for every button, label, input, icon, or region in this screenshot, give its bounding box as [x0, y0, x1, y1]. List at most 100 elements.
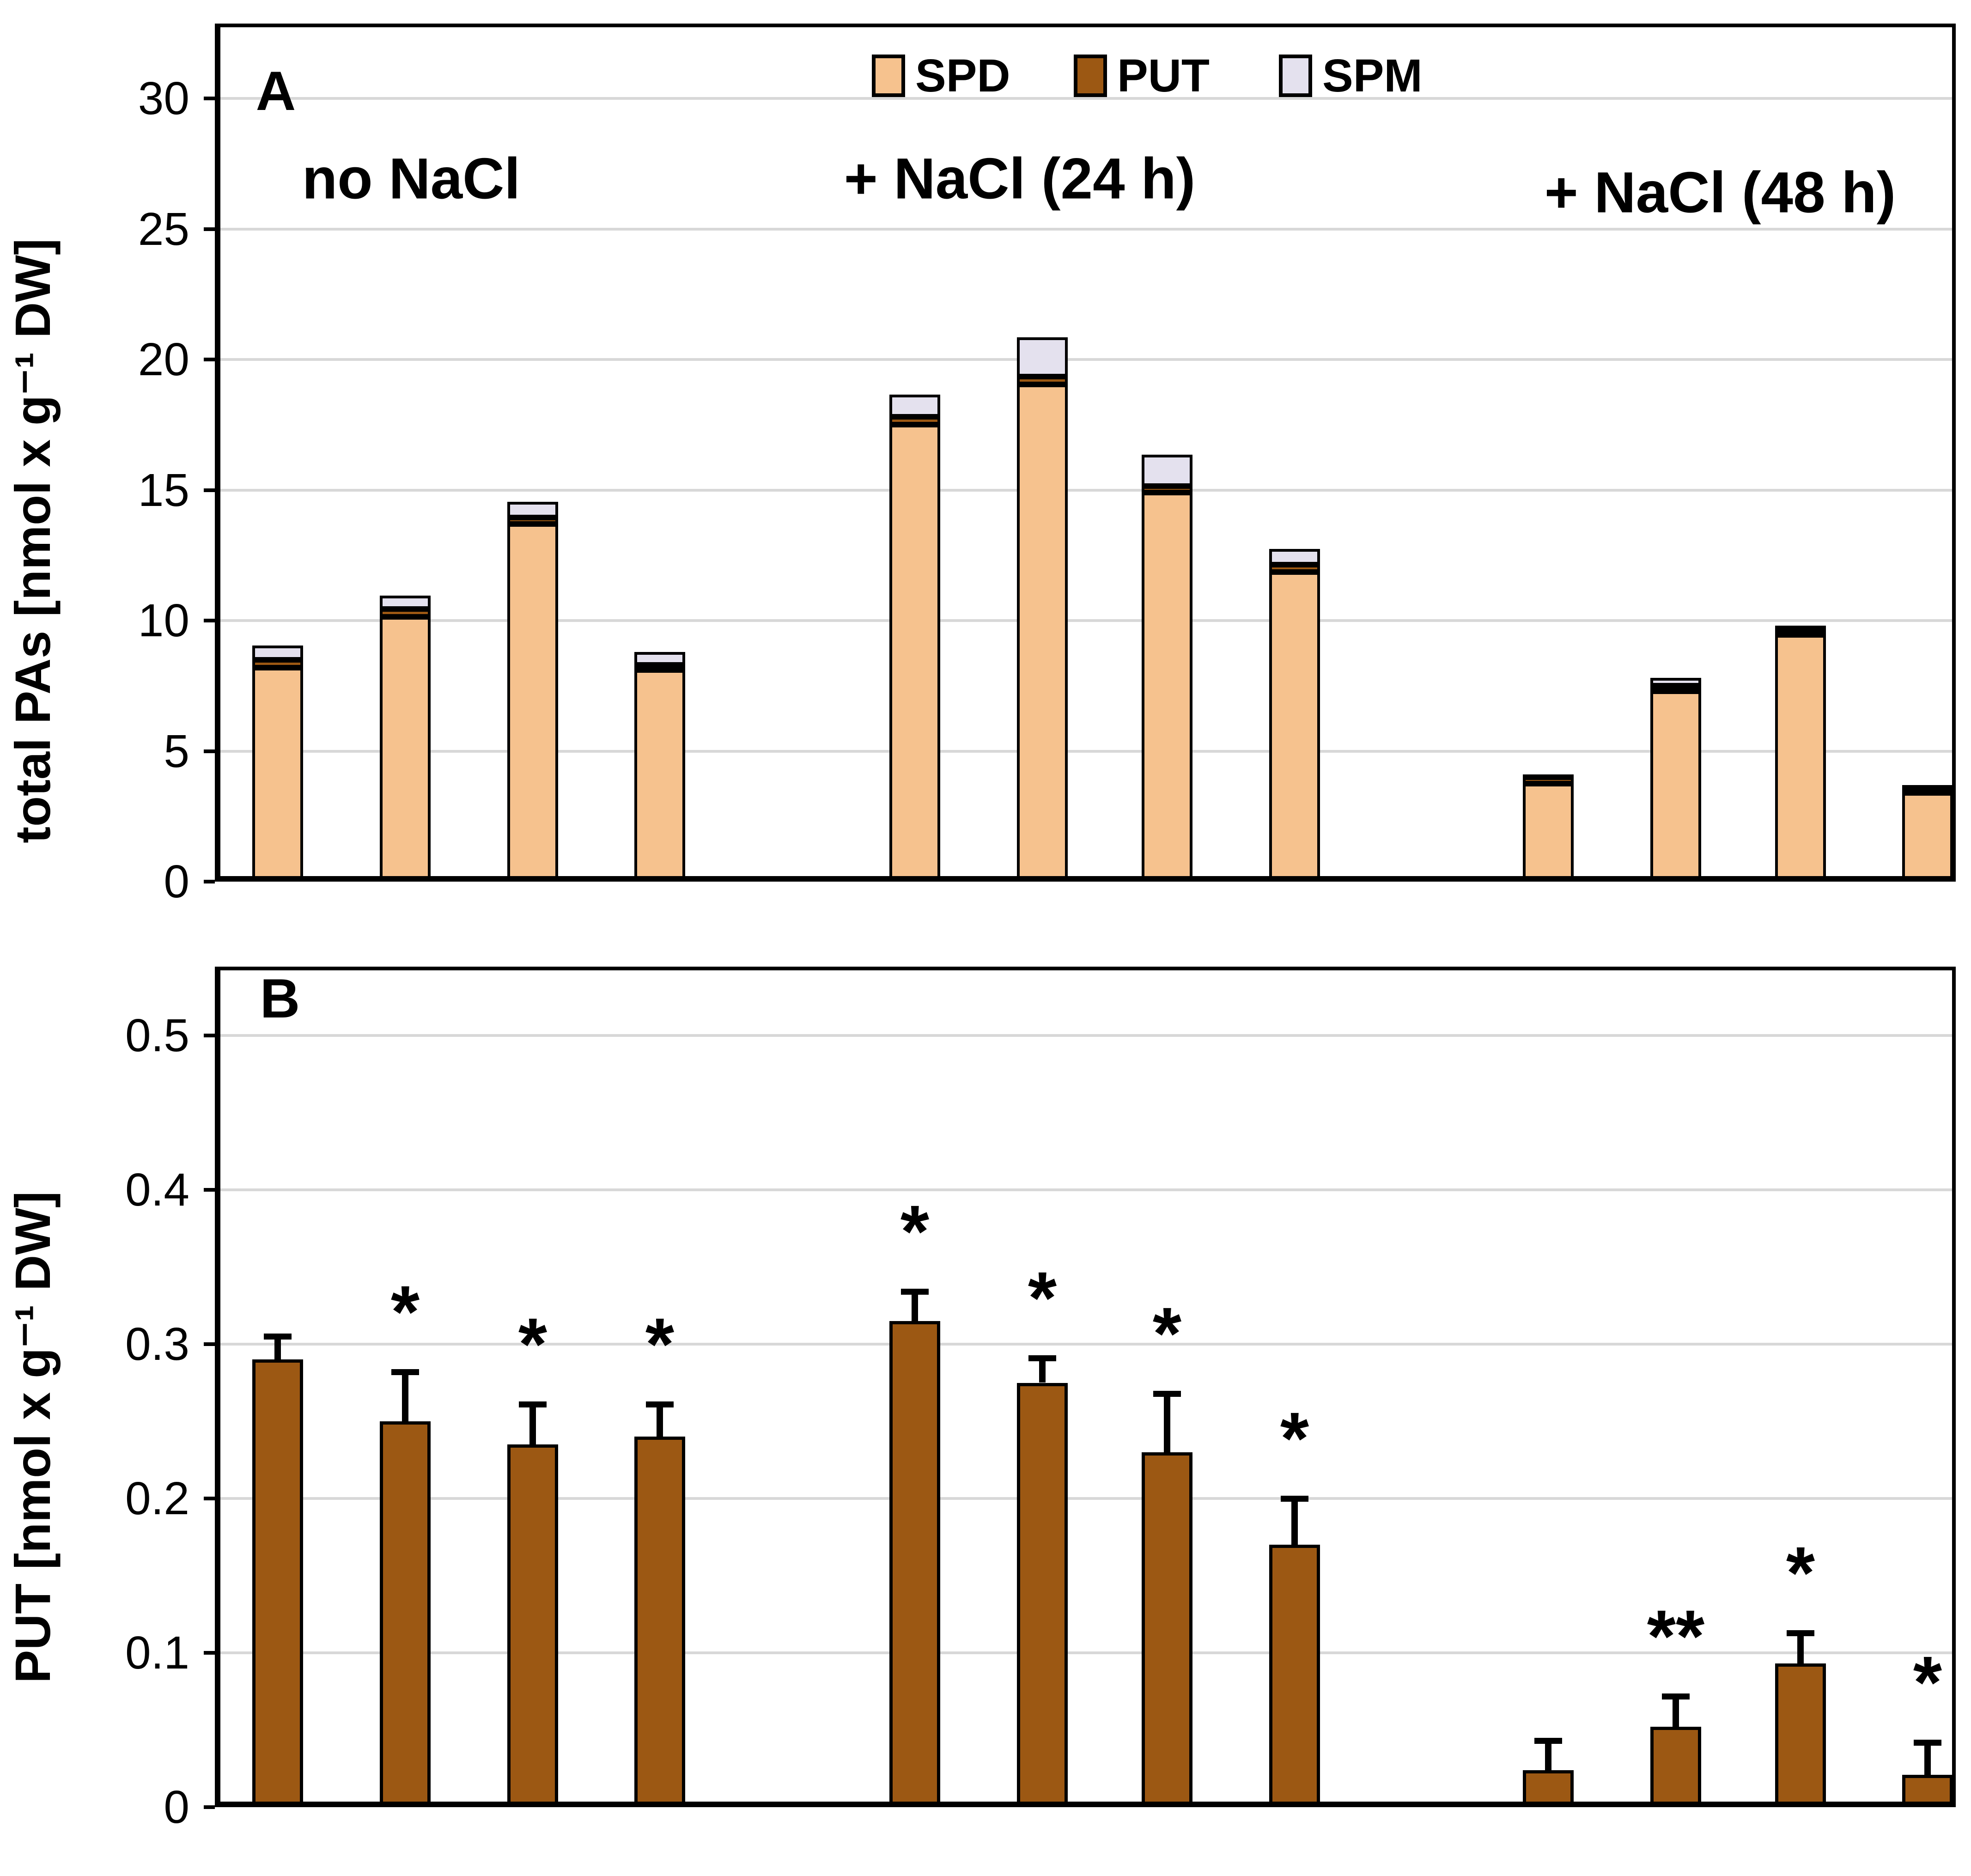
bar-segment-spm: [1142, 455, 1192, 487]
group-label-nacl-24h: + NaCl (24 h): [844, 146, 1196, 211]
gridline: [215, 1343, 1956, 1346]
legend-item-spd: SPD: [872, 53, 1010, 99]
bar-segment-put: [1269, 564, 1320, 573]
bar-segment-spd: [1142, 493, 1192, 882]
legend-label-spm: SPM: [1322, 50, 1423, 102]
bar-segment-spd: [1650, 691, 1701, 882]
bar-segment-spm: [889, 395, 940, 417]
bar-segment-put: [1650, 686, 1701, 692]
group-label-no-nacl: no NaCl: [302, 146, 521, 211]
error-bar-cap: [1281, 1496, 1308, 1502]
bar-put: [1142, 1452, 1192, 1807]
error-bar-stem: [1039, 1358, 1046, 1383]
error-bar-stem: [1924, 1742, 1931, 1775]
y-axis-tick-label: 5: [164, 725, 189, 777]
bar-put: [380, 1421, 431, 1807]
error-bar-stem: [529, 1404, 536, 1445]
error-bar-stem: [1545, 1741, 1551, 1770]
bar-segment-spm: [252, 645, 303, 660]
bar-segment-spm: [1523, 774, 1574, 780]
y-axis-tick-label: 10: [138, 595, 189, 646]
y-axis-tick-label: 25: [138, 203, 189, 255]
bar-segment-spd: [1017, 384, 1068, 882]
gridline: [215, 488, 1956, 492]
error-bar-stem: [657, 1404, 663, 1437]
figure: total PAs [nmol x g⁻¹ DW] 0 5 10 15 20 25 30 A…: [4, 24, 1956, 1833]
legend-swatch-spd-icon: [872, 55, 905, 97]
error-bar-cap: [1028, 1355, 1056, 1362]
y-axis-tick: [204, 227, 215, 231]
y-axis-tick-label: 0: [164, 856, 189, 908]
y-axis-tick: [204, 619, 215, 622]
bar-put: [1902, 1774, 1953, 1807]
error-bar-stem: [274, 1336, 281, 1360]
bar-segment-spm: [1775, 626, 1826, 632]
y-axis-tick: [204, 1188, 215, 1192]
bar-segment-spd: [634, 670, 685, 882]
bar-segment-spd: [507, 524, 558, 882]
y-axis-tick-label: 15: [138, 464, 189, 516]
error-bar-cap: [1787, 1630, 1814, 1636]
bar-segment-spm: [634, 652, 685, 665]
bar-segment-put: [380, 609, 431, 617]
y-axis-tick: [204, 1805, 215, 1809]
error-bar-cap: [391, 1369, 419, 1376]
significance-marker: *: [518, 1303, 548, 1386]
panel-b-letter: B: [260, 968, 300, 1029]
y-axis-tick-label: 0.1: [125, 1627, 189, 1679]
significance-marker: *: [645, 1303, 675, 1386]
bar-segment-spd: [380, 616, 431, 882]
bar-put: [634, 1437, 685, 1807]
significance-marker: *: [900, 1190, 930, 1273]
bar-segment-put: [889, 417, 940, 425]
error-bar-cap: [1534, 1738, 1562, 1744]
gridline: [215, 1651, 1956, 1654]
y-axis-tick-label: 0.3: [125, 1318, 189, 1370]
bar-put: [1650, 1727, 1701, 1807]
error-bar-stem: [1164, 1393, 1170, 1452]
gridline: [215, 749, 1956, 753]
bar-segment-put: [1142, 486, 1192, 493]
bar-segment-spm: [1902, 785, 1953, 791]
bar-put: [889, 1321, 940, 1807]
significance-marker: *: [1280, 1397, 1309, 1480]
panel-b-plot-border: [215, 967, 1956, 1807]
bar-segment-spd: [1269, 572, 1320, 882]
bar-segment-put: [1017, 376, 1068, 384]
significance-marker: *: [1152, 1291, 1182, 1375]
legend-swatch-spm-icon: [1279, 55, 1312, 97]
y-axis-tick: [204, 1342, 215, 1346]
legend-swatch-put-icon: [1074, 55, 1107, 97]
gridline: [215, 1497, 1956, 1500]
bar-segment-spd: [252, 667, 303, 882]
error-bar-cap: [264, 1334, 292, 1340]
panel-a-y-axis-title: total PAs [nmol x g⁻¹ DW]: [4, 238, 61, 843]
bar-segment-spm: [507, 501, 558, 518]
bar-segment-put: [1775, 631, 1826, 637]
error-bar-stem: [912, 1291, 918, 1321]
error-bar-cap: [1662, 1693, 1690, 1699]
bar-segment-put: [252, 659, 303, 668]
error-bar-stem: [402, 1372, 408, 1421]
y-axis-tick: [204, 1034, 215, 1037]
gridline: [215, 358, 1956, 361]
y-axis-tick: [204, 880, 215, 883]
bar-segment-spm: [1017, 337, 1068, 377]
bar-segment-put: [507, 517, 558, 524]
error-bar-cap: [519, 1401, 547, 1408]
y-axis-tick-label: 0: [164, 1781, 189, 1833]
panel-a-letter: A: [256, 60, 296, 122]
bar-put: [252, 1359, 303, 1807]
bar-segment-spd: [889, 425, 940, 882]
error-bar-cap: [901, 1289, 929, 1295]
significance-marker: **: [1647, 1594, 1705, 1677]
bar-put: [1523, 1770, 1574, 1807]
y-axis-tick-label: 20: [138, 334, 189, 385]
significance-marker: *: [1028, 1256, 1057, 1340]
y-axis-tick: [204, 749, 215, 753]
bar-segment-spd: [1902, 792, 1953, 882]
gridline: [215, 227, 1956, 231]
bar-segment-spm: [1269, 548, 1320, 565]
gridline: [215, 1034, 1956, 1037]
y-axis-tick: [204, 488, 215, 492]
